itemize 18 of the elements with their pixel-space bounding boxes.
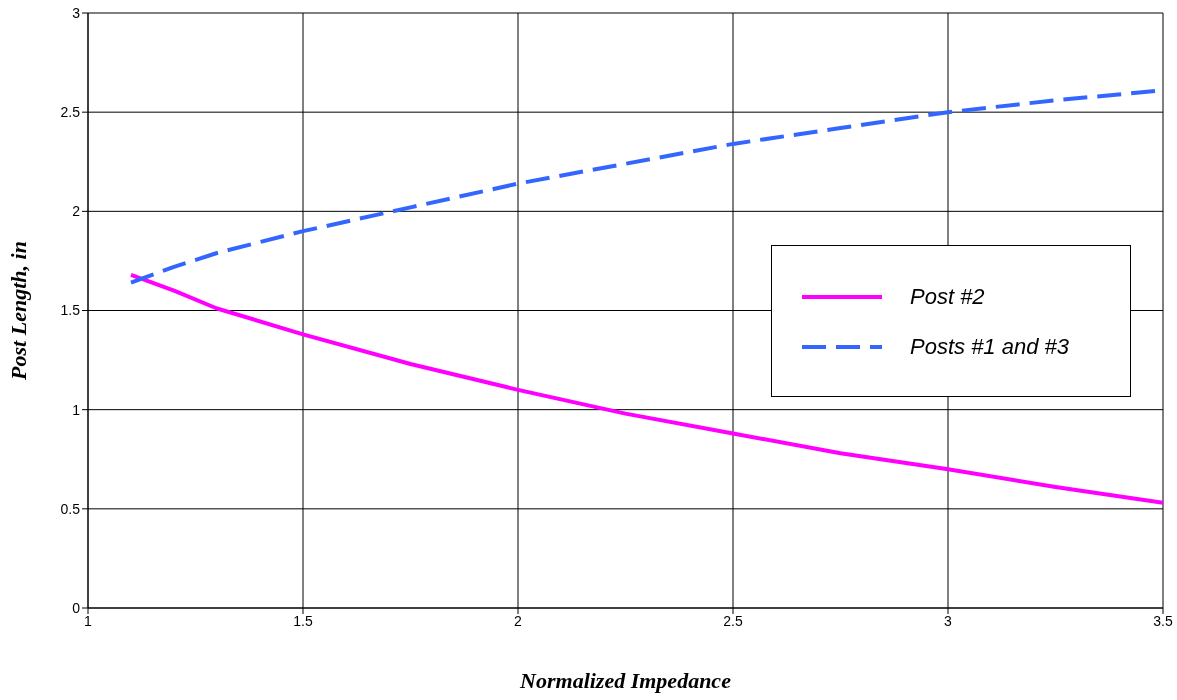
x-axis-title: Normalized Impedance bbox=[519, 668, 732, 693]
legend-label: Post #2 bbox=[910, 284, 985, 310]
x-tick-label: 2.5 bbox=[723, 612, 743, 629]
y-tick-label: 0 bbox=[72, 599, 81, 616]
y-tick-label: 3 bbox=[72, 4, 81, 21]
y-axis-title: Post Length, in bbox=[5, 241, 31, 381]
y-tick-label: 1 bbox=[72, 401, 81, 418]
y-tick-label: 0.5 bbox=[60, 500, 81, 517]
x-tick-label: 3 bbox=[944, 612, 953, 629]
y-tick-label: 2 bbox=[72, 203, 81, 220]
x-tick-label: 2 bbox=[514, 612, 523, 629]
legend-label: Posts #1 and #3 bbox=[910, 334, 1070, 360]
x-tick-label: 1 bbox=[84, 612, 93, 629]
y-tick-label: 1.5 bbox=[60, 302, 81, 319]
x-tick-label: 1.5 bbox=[293, 612, 313, 629]
x-tick-label: 3.5 bbox=[1153, 612, 1173, 629]
y-tick-label: 2.5 bbox=[60, 104, 81, 121]
line-series bbox=[129, 272, 1163, 505]
